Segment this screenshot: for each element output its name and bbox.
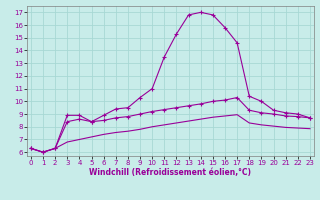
X-axis label: Windchill (Refroidissement éolien,°C): Windchill (Refroidissement éolien,°C) bbox=[89, 168, 252, 177]
